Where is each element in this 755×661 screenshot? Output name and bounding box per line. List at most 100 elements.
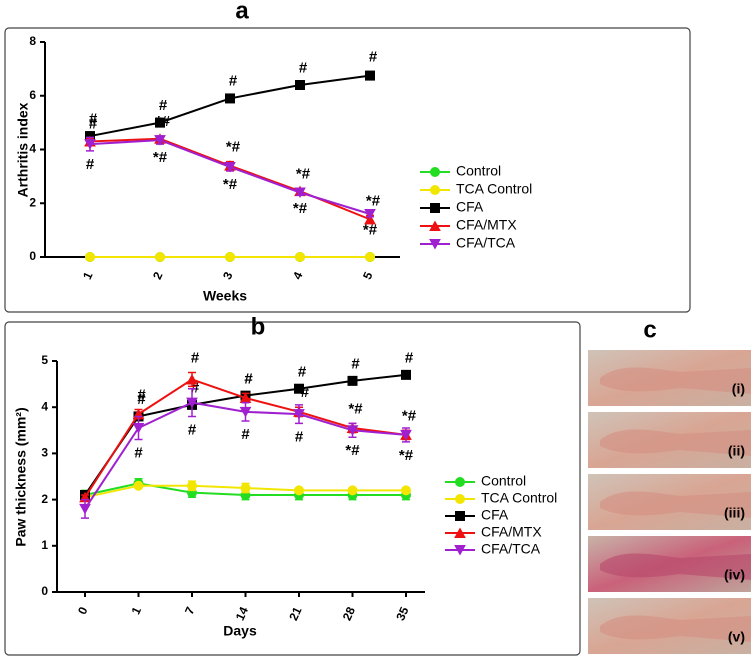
significance-label: # <box>244 370 253 387</box>
photo-label: (i) <box>732 381 745 397</box>
paw-shape <box>600 553 751 580</box>
marker <box>240 483 251 494</box>
paw-shape <box>600 429 751 456</box>
y-tick-label: 8 <box>29 34 36 48</box>
y-tick-label: 2 <box>41 492 48 506</box>
marker <box>295 80 305 90</box>
legend-label: Control <box>456 163 501 179</box>
x-tick-label: 4 <box>290 269 306 281</box>
panel-title: b <box>251 313 266 340</box>
legend-label: TCA Control <box>456 181 532 197</box>
y-tick-label: 0 <box>41 584 48 598</box>
significance-label: # <box>295 428 304 445</box>
marker <box>294 383 304 394</box>
x-tick-label: 14 <box>233 604 251 622</box>
significance-label: # <box>369 49 378 66</box>
significance-label: # <box>229 73 238 90</box>
paw-shape <box>600 491 751 518</box>
significance-label: # <box>241 426 250 443</box>
significance-label: *# <box>402 407 417 424</box>
marker <box>430 185 440 195</box>
marker <box>154 135 166 146</box>
marker <box>455 511 465 521</box>
significance-label: *# <box>223 176 238 193</box>
significance-label: *# <box>226 139 241 156</box>
x-tick-label: 7 <box>182 604 198 616</box>
marker <box>132 422 145 434</box>
marker <box>455 477 465 487</box>
significance-label: # <box>244 370 253 387</box>
marker <box>225 252 235 262</box>
photo-label: (iv) <box>724 567 745 583</box>
legend-label: CFA/MTX <box>481 524 542 540</box>
marker <box>401 485 411 496</box>
legend-label: Control <box>481 473 526 489</box>
marker <box>187 480 197 491</box>
legend-label: CFA <box>481 507 509 523</box>
significance-label: # <box>351 356 360 373</box>
marker <box>293 409 305 420</box>
x-tick-label: 35 <box>393 604 411 622</box>
significance-label: *# <box>293 200 308 217</box>
marker <box>430 203 440 213</box>
y-tick-label: 4 <box>41 399 48 413</box>
significance-label: *# <box>366 192 381 209</box>
y-tick-label: 4 <box>29 142 36 156</box>
marker <box>365 252 375 262</box>
significance-label: # <box>86 156 95 173</box>
panel-title: c <box>643 316 656 343</box>
significance-label: # <box>137 391 146 408</box>
marker <box>85 252 95 262</box>
marker <box>186 397 198 409</box>
marker <box>401 369 411 380</box>
significance-label: # <box>298 363 307 380</box>
y-tick-label: 6 <box>29 88 36 102</box>
significance-label: # <box>188 421 197 438</box>
x-tick-label: 21 <box>286 604 304 622</box>
marker <box>429 239 441 250</box>
x-tick-label: 5 <box>360 269 376 281</box>
marker <box>294 187 306 199</box>
significance-label: *# <box>153 149 168 166</box>
marker <box>239 406 252 418</box>
x-tick-label: 1 <box>80 269 96 281</box>
panel-frame <box>4 27 691 313</box>
marker <box>133 480 144 491</box>
y-tick-label: 3 <box>41 446 48 460</box>
significance-label: # <box>134 445 143 462</box>
significance-label: # <box>159 97 168 114</box>
significance-label: # <box>137 386 146 403</box>
y-tick-label: 1 <box>41 538 48 552</box>
marker <box>430 167 440 177</box>
legend-label: CFA/TCA <box>456 235 516 251</box>
y-tick-label: 2 <box>29 195 36 209</box>
significance-label: # <box>89 110 98 127</box>
x-axis-label: Days <box>223 623 257 639</box>
x-tick-label: 28 <box>340 604 358 622</box>
significance-label: *# <box>296 165 311 182</box>
significance-label: *# <box>156 113 171 130</box>
paw-shape <box>600 367 751 394</box>
marker <box>155 252 165 262</box>
y-axis-label: Arthritis index <box>15 102 31 197</box>
paw-shape <box>600 615 751 642</box>
marker <box>429 220 441 231</box>
marker <box>347 485 358 496</box>
y-tick-label: 5 <box>41 353 48 367</box>
x-axis-label: Weeks <box>203 288 247 304</box>
legend-label: CFA/MTX <box>456 217 517 233</box>
marker <box>364 209 376 220</box>
legend-label: CFA <box>456 199 484 215</box>
marker <box>455 494 465 504</box>
x-tick-label: 1 <box>129 604 145 616</box>
y-axis-label: Paw thickness (mm²) <box>13 407 29 546</box>
x-tick-label: 2 <box>150 269 166 281</box>
significance-label: # <box>191 350 200 367</box>
legend-label: CFA/TCA <box>481 541 541 557</box>
photo-label: (v) <box>728 629 745 645</box>
significance-label: # <box>89 116 98 133</box>
significance-label: *# <box>363 222 378 239</box>
y-tick-label: 0 <box>29 249 36 263</box>
marker <box>347 375 358 386</box>
